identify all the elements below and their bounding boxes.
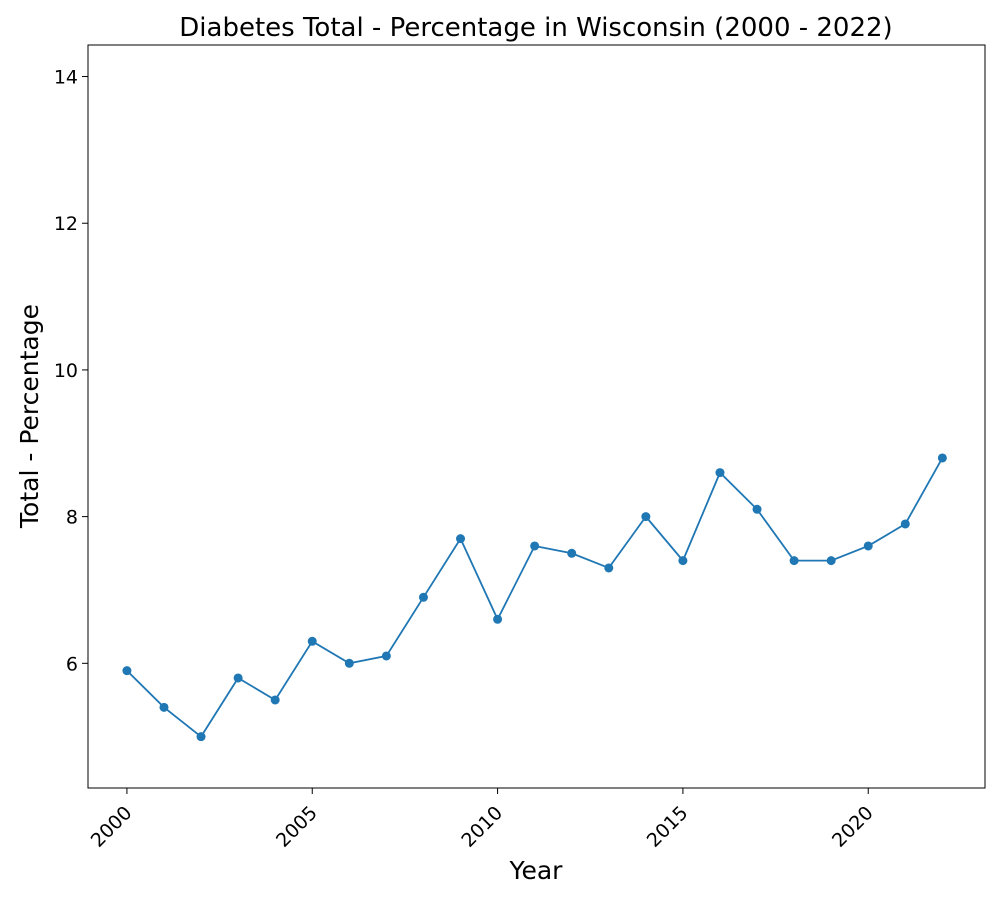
data-point-2004 [270,695,280,705]
data-point-2012 [567,548,577,558]
data-point-2010 [493,614,503,624]
series-line [126,457,944,738]
data-point-2019 [826,556,836,566]
data-point-2016 [715,468,725,478]
series-layer [122,453,947,742]
data-point-2003 [233,673,243,683]
x-axis-title: Year [509,856,564,885]
y-tick-label: 12 [54,213,78,235]
x-tick-label: 2005 [272,802,322,852]
data-point-2020 [863,541,873,551]
y-tick-label: 8 [66,507,78,529]
data-point-2014 [641,512,651,522]
data-point-2005 [307,636,317,646]
x-axis: 2000 2005 2010 2015 2020 [87,788,878,852]
y-tick-label: 10 [54,360,78,382]
data-point-2021 [900,519,910,529]
x-tick-label: 2015 [643,802,693,852]
data-point-2022 [937,453,947,463]
data-point-2007 [381,651,391,661]
y-tick-label: 6 [66,653,78,675]
data-point-2013 [604,563,614,573]
data-point-2006 [344,658,354,668]
data-point-2018 [789,556,799,566]
data-point-2008 [418,592,428,602]
data-point-2011 [530,541,540,551]
y-axis-title: Total - Percentage [15,304,44,529]
y-axis: 6 8 10 12 14 [54,67,88,675]
x-tick-label: 2020 [828,802,878,852]
x-tick-label: 2010 [457,802,507,852]
data-point-2009 [456,534,466,544]
data-point-2017 [752,504,762,514]
plot-area [87,44,986,789]
x-tick-label: 2000 [87,802,137,852]
data-point-2000 [122,666,132,676]
data-point-2001 [159,702,169,712]
y-tick-label: 14 [54,67,78,89]
data-point-2015 [678,556,688,566]
data-point-2002 [196,732,206,742]
chart-title: Diabetes Total - Percentage in Wisconsin… [179,13,892,43]
